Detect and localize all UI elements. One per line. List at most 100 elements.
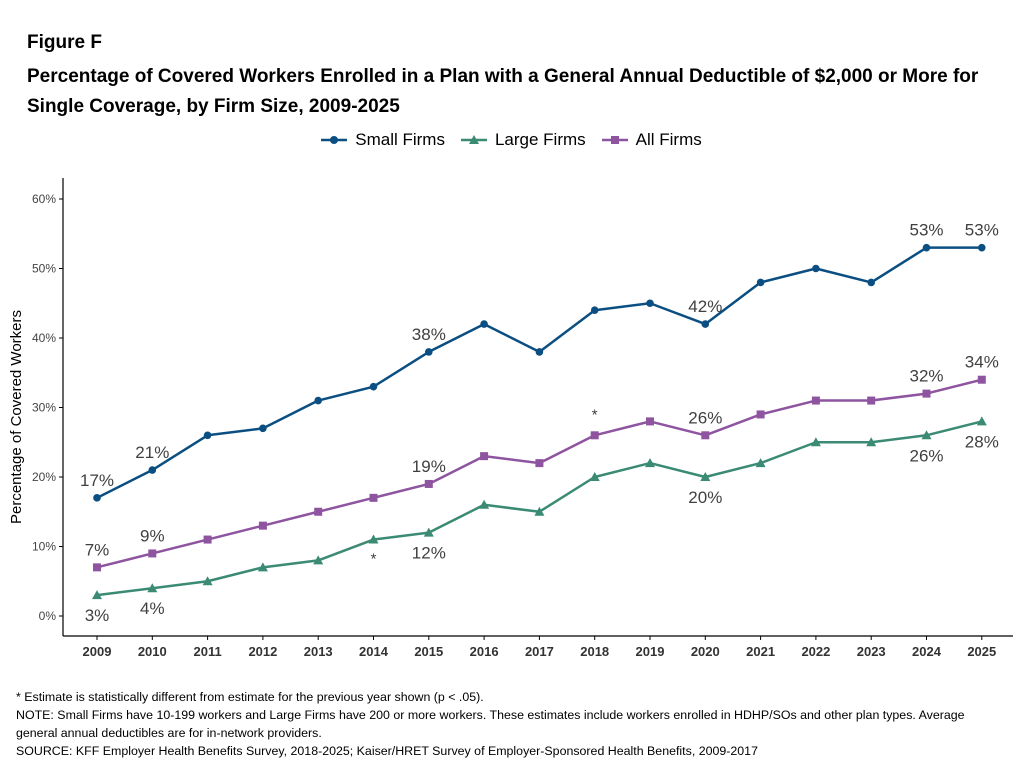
data-point-large [534, 506, 545, 516]
data-point-all [756, 410, 765, 419]
x-tick-label: 2022 [801, 644, 830, 659]
data-point-small [203, 431, 212, 440]
data-point-small [922, 243, 931, 252]
data-point-all [590, 431, 599, 440]
data-point-small [314, 396, 323, 405]
significance-note: * Estimate is statistically different fr… [16, 690, 484, 704]
data-point-all [922, 389, 931, 398]
data-point-all [701, 431, 710, 440]
figure-label: Figure F [27, 32, 102, 53]
data-label-small: 38% [412, 325, 446, 344]
data-point-small [259, 424, 267, 433]
data-label-small: 21% [135, 443, 169, 462]
significance-marker: * [371, 551, 377, 568]
data-label-all: 32% [909, 367, 943, 386]
data-point-all [480, 452, 489, 461]
data-label-large: 28% [965, 432, 999, 451]
data-label-large: 26% [909, 446, 943, 465]
data-point-all [535, 459, 544, 468]
data-label-large: 3% [85, 606, 110, 625]
y-tick-label: 40% [32, 331, 56, 345]
x-tick-label: 2019 [636, 644, 665, 659]
legend-key-large-firms [460, 135, 487, 144]
y-tick-label: 10% [32, 540, 56, 554]
data-point-small [148, 466, 157, 474]
data-point-all [203, 535, 212, 544]
data-label-all: 34% [965, 353, 999, 372]
data-label-large: 4% [140, 599, 165, 618]
data-point-large [202, 576, 213, 586]
data-point-small [369, 382, 378, 391]
legend-label-small-firms: Small Firms [355, 130, 445, 149]
data-point-all [93, 563, 101, 572]
data-label-small: 53% [909, 221, 943, 240]
data-point-small [590, 306, 599, 315]
x-tick-label: 2021 [746, 644, 775, 659]
x-tick-label: 2010 [138, 644, 167, 659]
data-label-all: 26% [688, 408, 722, 427]
data-point-small [867, 278, 875, 287]
y-tick-label: 0% [39, 609, 57, 623]
data-label-small: 42% [688, 297, 722, 316]
x-tick-label: 2011 [193, 644, 221, 659]
data-label-small: 17% [80, 471, 114, 490]
data-point-large [810, 437, 821, 447]
y-tick-label: 30% [32, 401, 56, 415]
y-tick-label: 20% [32, 470, 56, 484]
series-line-all [96, 378, 983, 569]
data-point-small [535, 348, 544, 356]
data-label-all: 9% [140, 526, 165, 545]
legend-key-small-firms [321, 136, 348, 144]
x-tick-label: 2015 [414, 644, 443, 659]
legend-key-all-firms [601, 136, 628, 144]
data-point-large [645, 458, 655, 468]
data-point-small [646, 299, 654, 308]
x-tick-label: 2013 [304, 644, 333, 659]
data-label-all: 19% [412, 457, 446, 476]
chart-title: Percentage of Covered Workers Enrolled i… [27, 66, 979, 117]
data-point-all [424, 479, 433, 488]
data-point-large [755, 458, 766, 468]
y-tick-label: 50% [32, 262, 56, 276]
data-point-all [867, 396, 876, 405]
data-point-small [978, 243, 986, 252]
data-point-large [92, 590, 102, 600]
data-label-large: 12% [412, 544, 446, 563]
x-tick-label: 2017 [525, 644, 554, 659]
chart-notes: * Estimate is statistically different fr… [16, 688, 1006, 760]
data-point-all [314, 507, 323, 516]
legend-label-all-firms: All Firms [635, 130, 702, 149]
legend-label-large-firms: Large Firms [494, 130, 586, 149]
x-tick-label: 2023 [857, 644, 886, 659]
data-point-large [257, 562, 268, 572]
data-label-large: 20% [688, 488, 722, 507]
x-tick-label: 2025 [967, 644, 996, 659]
data-point-small [480, 320, 488, 328]
y-tick-label: 60% [32, 192, 56, 206]
data-point-all [148, 549, 157, 558]
data-point-all [811, 396, 820, 405]
data-point-all [369, 493, 378, 502]
x-tick-label: 2012 [248, 644, 277, 659]
data-point-small [812, 264, 820, 273]
data-point-large [589, 472, 600, 481]
explanatory-note: NOTE: Small Firms have 10-199 workers an… [16, 708, 965, 740]
significance-marker: * [592, 406, 598, 423]
data-point-large [976, 416, 987, 426]
data-point-large [866, 437, 877, 447]
x-tick-label: 2024 [912, 644, 942, 659]
data-point-large [147, 583, 158, 593]
data-point-large [921, 430, 932, 440]
x-tick-label: 2016 [470, 644, 499, 659]
data-point-large [368, 534, 379, 544]
data-point-small [756, 278, 765, 287]
data-point-small [425, 348, 433, 356]
data-point-all [977, 375, 986, 384]
data-label-small: 53% [965, 221, 999, 240]
data-point-large [423, 527, 434, 537]
data-point-large [700, 472, 711, 481]
data-point-large [479, 499, 490, 509]
y-axis-title: Percentage of Covered Workers [8, 310, 25, 524]
x-tick-label: 2020 [691, 644, 720, 659]
source-note: SOURCE: KFF Employer Health Benefits Sur… [16, 744, 758, 758]
